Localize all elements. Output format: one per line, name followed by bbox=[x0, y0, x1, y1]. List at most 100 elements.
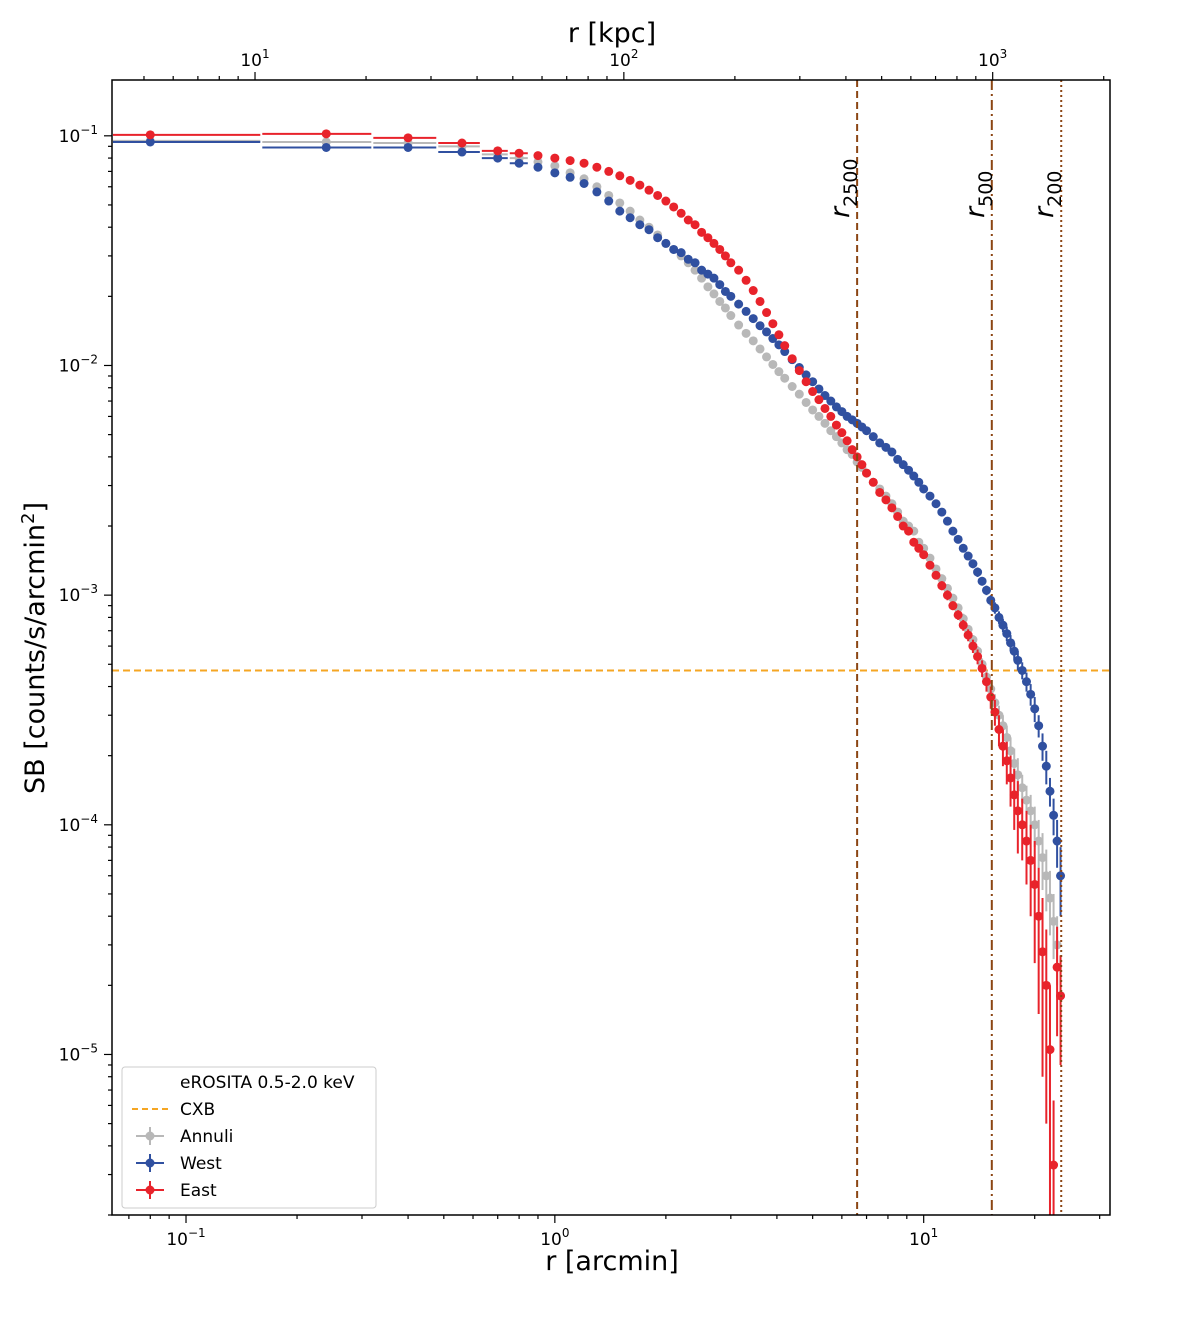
series-west bbox=[113, 137, 1066, 917]
west-marker-28 bbox=[734, 299, 744, 309]
east-marker-78 bbox=[1009, 790, 1019, 800]
west-point-76 bbox=[1002, 626, 1012, 642]
plot-frame bbox=[111, 79, 1111, 1216]
east-point-34 bbox=[774, 330, 784, 340]
west-point-81 bbox=[1021, 672, 1031, 692]
east-point-87 bbox=[1045, 985, 1055, 1215]
east-marker-57 bbox=[909, 537, 919, 547]
east-point-11 bbox=[604, 166, 614, 176]
west-point-27 bbox=[726, 291, 736, 301]
west-point-72 bbox=[986, 595, 996, 606]
east-marker-34 bbox=[774, 330, 784, 340]
east-marker-58 bbox=[914, 543, 924, 553]
west-point-25 bbox=[715, 280, 725, 290]
east-point-12 bbox=[615, 171, 625, 181]
annuli-marker-86 bbox=[1041, 871, 1051, 881]
east-point-20 bbox=[683, 215, 693, 225]
west-marker-29 bbox=[741, 306, 751, 316]
legend-annuli-swatch bbox=[136, 1127, 164, 1145]
east-point-65 bbox=[953, 610, 963, 620]
west-marker-79 bbox=[1013, 655, 1023, 665]
west-marker-24 bbox=[709, 273, 719, 283]
east-marker-63 bbox=[942, 590, 952, 600]
east-point-37 bbox=[794, 366, 804, 376]
west-marker-12 bbox=[615, 206, 625, 216]
east-marker-20 bbox=[683, 215, 693, 225]
east-point-57 bbox=[909, 537, 919, 547]
annuli-point-12 bbox=[615, 198, 625, 208]
west-marker-63 bbox=[942, 516, 952, 526]
east-point-67 bbox=[963, 629, 973, 642]
east-marker-7 bbox=[550, 153, 560, 163]
east-point-22 bbox=[697, 227, 707, 237]
annuli-marker-29 bbox=[741, 328, 751, 338]
east-marker-9 bbox=[579, 158, 589, 168]
annuli-point-29 bbox=[741, 328, 751, 338]
east-point-56 bbox=[904, 526, 914, 536]
east-point-5 bbox=[509, 148, 528, 158]
annuli-marker-42 bbox=[826, 426, 836, 436]
west-marker-42 bbox=[826, 396, 836, 406]
west-point-3 bbox=[438, 147, 480, 157]
west-point-64 bbox=[948, 526, 958, 536]
east-marker-33 bbox=[768, 319, 778, 329]
east-marker-26 bbox=[720, 251, 730, 261]
y-tick-label-3-base: 10 bbox=[59, 816, 81, 836]
east-point-49 bbox=[862, 468, 872, 478]
top-tick-label-0-exp: 1 bbox=[262, 47, 270, 61]
east-point-35 bbox=[780, 341, 790, 351]
y-axis-title-sup: 2 bbox=[18, 513, 39, 524]
west-marker-57 bbox=[909, 471, 919, 481]
west-point-70 bbox=[977, 576, 987, 586]
east-point-36 bbox=[787, 354, 797, 364]
east-marker-35 bbox=[780, 341, 790, 351]
west-point-63 bbox=[942, 516, 952, 526]
east-marker-40 bbox=[814, 395, 824, 405]
x-tick-label-1-base: 10 bbox=[540, 1230, 562, 1250]
east-marker-14 bbox=[635, 180, 645, 190]
annuli-point-86 bbox=[1041, 849, 1051, 912]
west-marker-8 bbox=[565, 172, 575, 182]
east-marker-3 bbox=[457, 138, 467, 148]
east-marker-74 bbox=[994, 725, 1004, 735]
east-marker-37 bbox=[794, 366, 804, 376]
annuli-marker-13 bbox=[625, 206, 635, 216]
east-point-0 bbox=[113, 130, 261, 140]
legend-west-label: West bbox=[180, 1154, 222, 1174]
annuli-marker-88 bbox=[1049, 916, 1059, 926]
east-marker-81 bbox=[1021, 836, 1031, 846]
west-point-58 bbox=[914, 477, 924, 487]
annuli-marker-32 bbox=[762, 352, 772, 362]
east-point-50 bbox=[868, 477, 878, 487]
y-tick-label-4-base: 10 bbox=[59, 1045, 81, 1065]
east-marker-24 bbox=[709, 238, 719, 248]
west-point-51 bbox=[875, 438, 885, 448]
east-point-7 bbox=[550, 153, 560, 163]
west-point-4 bbox=[481, 153, 508, 163]
east-marker-21 bbox=[690, 220, 700, 230]
west-marker-51 bbox=[875, 438, 885, 448]
west-marker-2 bbox=[403, 142, 413, 152]
west-marker-13 bbox=[625, 213, 635, 223]
east-marker-25 bbox=[715, 244, 725, 254]
annuli-point-26 bbox=[720, 303, 730, 313]
west-point-86 bbox=[1041, 750, 1051, 785]
series-east bbox=[113, 129, 1066, 1215]
east-marker-83 bbox=[1030, 879, 1040, 889]
annuli-marker-41 bbox=[820, 418, 830, 428]
west-marker-5 bbox=[514, 158, 524, 168]
east-point-1 bbox=[262, 129, 372, 139]
east-marker-44 bbox=[837, 428, 847, 438]
annuli-point-39 bbox=[808, 405, 818, 415]
x-tick-label-0: 10−1 bbox=[166, 1226, 205, 1250]
east-marker-69 bbox=[973, 652, 983, 662]
legend-east-label: East bbox=[180, 1181, 217, 1201]
west-point-14 bbox=[635, 220, 645, 230]
east-marker-51 bbox=[875, 487, 885, 497]
legend-cxb-label: CXB bbox=[180, 1100, 215, 1120]
east-point-72 bbox=[986, 686, 996, 709]
east-marker-22 bbox=[697, 227, 707, 237]
east-marker-12 bbox=[615, 171, 625, 181]
west-marker-85 bbox=[1038, 741, 1048, 751]
